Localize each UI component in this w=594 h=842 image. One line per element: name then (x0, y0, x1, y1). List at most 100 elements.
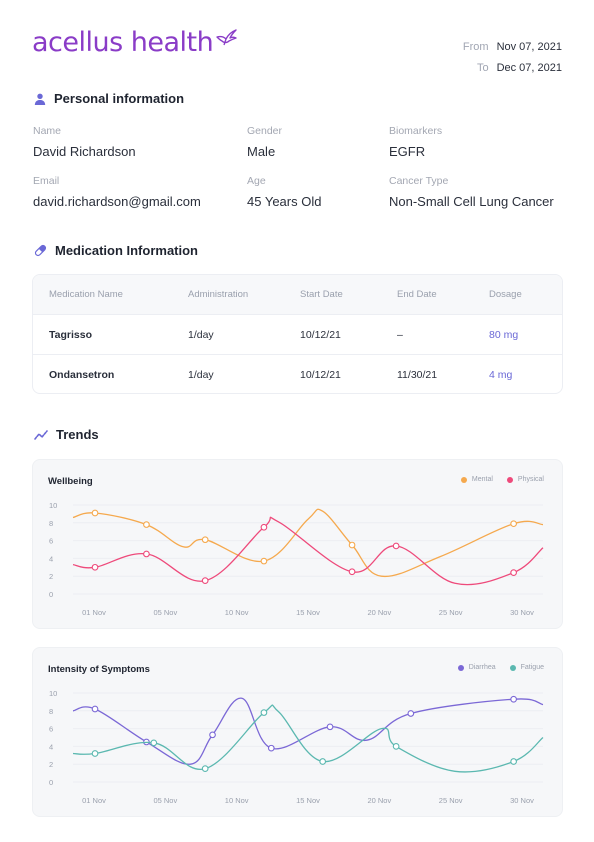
data-point (510, 758, 517, 765)
data-point (392, 542, 400, 550)
table-row: Tagrisso 1/day 10/12/21 – 80 mg (33, 315, 562, 355)
legend-swatch (509, 664, 516, 671)
data-point (91, 563, 99, 571)
column-header: Administration (188, 289, 249, 300)
field-label: Name (33, 125, 62, 137)
y-tick-label: 6 (49, 725, 53, 734)
y-tick-label: 0 (49, 590, 53, 599)
biomarkers-field: Biomarkers EGFR (389, 125, 442, 159)
data-point (510, 569, 517, 576)
data-point (407, 710, 415, 717)
legend-label: Mental (471, 476, 493, 483)
person-icon (34, 93, 46, 105)
data-point (510, 520, 517, 528)
data-point (392, 743, 400, 750)
field-value: David Richardson (33, 144, 136, 159)
symptoms-chart: Intensity of Symptoms Diarrhea Fatigue 0… (32, 647, 563, 817)
data-point (260, 523, 268, 531)
legend-swatch (506, 476, 513, 483)
hummingbird-icon (216, 29, 237, 46)
data-point (326, 723, 334, 731)
email-field: Email david.richardson@gmail.com (33, 175, 201, 209)
field-label: Biomarkers (389, 125, 443, 137)
x-tick-label: 25 Nov (439, 796, 463, 805)
dosage: 80 mg (489, 329, 519, 341)
section-title-text: Medication Information (55, 243, 198, 258)
data-point (260, 557, 268, 565)
chart-title: Intensity of Symptoms (48, 664, 150, 675)
from-date: Nov 07, 2021 (496, 41, 562, 53)
legend-label: Diarrhea (468, 664, 496, 671)
x-tick-label: 20 Nov (367, 608, 391, 617)
to-label: To (476, 62, 489, 74)
legend-label: Physical (517, 476, 544, 483)
start-date: 10/12/21 (300, 369, 341, 381)
legend-label: Fatigue (520, 664, 544, 671)
section-title-text: Trends (56, 427, 99, 442)
field-label: Email (33, 175, 60, 187)
data-point (260, 709, 268, 716)
y-tick-label: 2 (49, 760, 53, 769)
x-tick-label: 10 Nov (225, 608, 249, 617)
data-point (510, 695, 517, 703)
x-tick-label: 20 Nov (367, 796, 391, 805)
field-value: Male (247, 144, 276, 159)
data-point (143, 521, 150, 528)
symptoms-plot: 0 2 4 6 8 10 01 Nov 05 Nov 10 Nov 15 Nov 20 Nov 25 … (49, 689, 544, 805)
y-tick-label: 4 (49, 554, 53, 563)
x-tick-label: 30 Nov (510, 608, 534, 617)
legend-swatch (460, 476, 467, 483)
y-tick-label: 10 (49, 689, 57, 698)
x-tick-label: 10 Nov (225, 796, 249, 805)
data-point (348, 568, 356, 576)
chart-legend: Mental Physical (460, 476, 544, 483)
field-label: Age (247, 175, 266, 187)
x-tick-label: 25 Nov (439, 608, 463, 617)
section-title-text: Personal information (54, 91, 185, 106)
start-date: 10/12/21 (300, 329, 341, 341)
column-header: Medication Name (49, 289, 123, 300)
end-date: 11/30/21 (397, 369, 438, 381)
date-range: From Nov 07, 2021 To Dec 07, 2021 (463, 37, 562, 79)
trend-icon (34, 429, 48, 440)
y-tick-label: 8 (49, 707, 53, 716)
data-point (201, 765, 209, 772)
personal-info-heading: Personal information (34, 91, 184, 106)
legend-swatch (457, 664, 464, 671)
data-point (91, 705, 99, 713)
chart-legend: Diarrhea Fatigue (457, 664, 544, 671)
series-line (72, 508, 544, 578)
data-point (150, 739, 158, 747)
column-header: End Date (397, 289, 437, 300)
gender-field: Gender Male (247, 125, 282, 159)
data-point (201, 577, 209, 584)
series-line (72, 704, 544, 773)
x-tick-label: 05 Nov (153, 796, 177, 805)
medication-name: Ondansetron (49, 369, 115, 381)
legend-item: Diarrhea (457, 664, 496, 671)
data-point (201, 536, 209, 544)
y-tick-label: 10 (49, 501, 57, 510)
x-tick-label: 01 Nov (82, 608, 106, 617)
series-line (72, 697, 544, 765)
data-point (91, 509, 99, 517)
y-tick-label: 0 (49, 778, 53, 787)
x-tick-label: 30 Nov (510, 796, 534, 805)
wellbeing-chart: Wellbeing Mental Physical 0 2 4 6 8 10 01 Nov 0… (32, 459, 563, 629)
field-label: Gender (247, 125, 283, 137)
column-header: Dosage (489, 289, 522, 300)
from-label: From (462, 41, 489, 53)
administration: 1/day (188, 329, 214, 341)
pill-icon (34, 244, 47, 257)
y-tick-label: 4 (49, 742, 53, 751)
data-point (91, 750, 99, 757)
x-tick-label: 01 Nov (82, 796, 106, 805)
chart-title: Wellbeing (48, 476, 93, 487)
y-tick-label: 2 (49, 572, 53, 581)
field-value: david.richardson@gmail.com (33, 194, 201, 209)
name-field: Name David Richardson (33, 125, 136, 159)
dosage: 4 mg (489, 369, 513, 381)
x-tick-label: 15 Nov (296, 608, 320, 617)
wellbeing-plot: 0 2 4 6 8 10 01 Nov 05 Nov 10 Nov 15 Nov 20 Nov 25 … (49, 501, 544, 617)
trends-heading: Trends (34, 427, 99, 442)
